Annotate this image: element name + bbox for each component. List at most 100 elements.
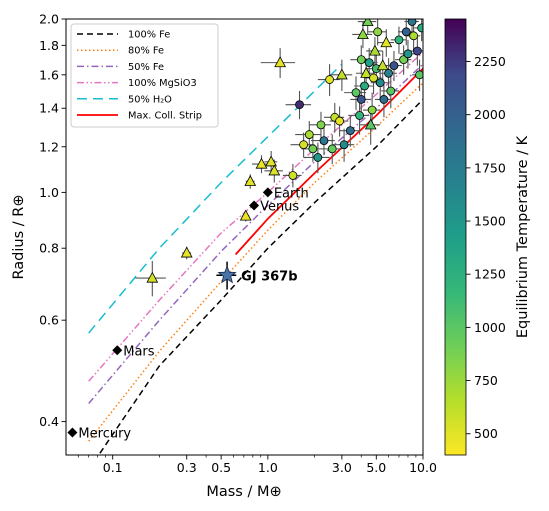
colorbar-tick-label-5: 1750 [474,160,506,175]
legend-label-0: 100% Fe [128,30,170,41]
data-point-37 [373,27,383,37]
data-point-8 [288,171,298,180]
curve-2 [88,63,423,404]
model-curves [88,51,423,455]
data-point-26 [356,55,366,65]
data-point-4 [255,157,268,169]
data-point-24 [355,111,364,120]
data-point-50 [409,31,419,41]
legend-label-5: Max. Coll. Strip [128,111,202,122]
data-point-11 [304,130,314,139]
data-point-41 [380,36,393,48]
data-point-9 [295,100,304,110]
x-axis-ticks: 0.1 0.3 0.5 1.0 3.0 5.0 10.0 [77,455,437,475]
data-point-2 [239,209,252,221]
data-point-47 [401,27,411,37]
x-tick-label-6: 10.0 [409,460,437,475]
data-point-39 [376,59,389,71]
x-tick-label-4: 3.0 [332,460,352,475]
colorbar: 500 750 1000 1250 1500 1750 2000 2250 [444,18,506,456]
legend-label-3: 100% MgSiO3 [128,78,197,89]
colorbar-gradient [444,18,467,456]
gj367b-label: GJ 367b [241,269,297,284]
y-tick-label-2: 0.8 [39,241,59,256]
data-point-19 [335,116,344,126]
data-point-15 [319,136,329,146]
planet-marker-mars [112,345,123,356]
planet-label-venus: Venus [260,199,299,214]
curve-0 [97,98,423,455]
gj367b-marker: GJ 367b [216,261,298,290]
data-point-33 [367,105,377,115]
legend-box [70,23,219,128]
data-point-52 [415,70,423,80]
legend: 100% Fe 80% Fe 50% Fe 100% MgSiO3 50% H₂O Max… [70,23,219,128]
data-point-23 [351,88,361,98]
x-tick-label-2: 0.5 [211,460,231,475]
colorbar-tick-label-4: 1500 [474,214,506,229]
data-point-43 [386,86,396,96]
data-point-53 [417,23,423,33]
data-point-42 [384,68,393,78]
data-point-3 [244,175,257,186]
exoplanet-points [146,19,423,283]
legend-label-4: 50% H₂O [128,94,172,105]
data-point-0 [146,271,159,283]
y-tick-label-4: 1.2 [39,139,59,154]
y-axis-ticks: 0.4 0.6 0.8 1.0 1.2 1.4 1.6 1.8 2.0 [39,12,66,429]
legend-label-2: 50% Fe [128,62,164,73]
data-point-49 [407,19,417,26]
data-point-44 [389,61,399,71]
x-axis-title: Mass / M⊕ [206,484,281,500]
x-tick-label-1: 0.3 [177,460,197,475]
colorbar-tick-label-1: 750 [474,373,498,388]
data-point-25 [356,95,366,104]
y-tick-label-7: 1.8 [39,38,59,53]
data-point-5 [265,155,278,167]
y-tick-label-6: 1.6 [39,67,59,82]
plot-frame [65,18,424,456]
x-tick-label-3: 1.0 [258,460,278,475]
planet-label-mars: Mars [123,344,155,359]
colorbar-title: Equilibrium Temperature / K [515,135,531,338]
planet-marker-venus [249,200,260,211]
planet-marker-mercury [67,427,78,438]
data-point-12 [308,144,318,154]
colorbar-tick-label-0: 500 [474,426,498,441]
data-point-29 [360,66,373,78]
y-axis-title: Radius / R⊕ [11,195,27,280]
gj367b-star-icon [217,265,237,284]
y-tick-label-3: 1.0 [39,185,59,200]
planet-label-mercury: Mercury [78,426,131,441]
data-point-7 [274,56,287,68]
planet-marker-earth [262,187,273,198]
x-tick-label-5: 5.0 [366,460,386,475]
x-tick-label-0: 0.1 [103,460,123,475]
data-point-45 [394,35,404,45]
data-point-28 [360,81,369,91]
curve-3 [88,51,423,382]
data-point-51 [412,46,422,56]
curve-4 [88,63,343,334]
data-point-16 [325,75,334,84]
data-point-32 [364,118,377,130]
data-point-30 [361,19,374,27]
legend-label-1: 80% Fe [128,46,164,57]
data-point-13 [313,153,323,162]
colorbar-tick-label-3: 1250 [474,267,506,282]
data-point-22 [345,126,355,136]
data-point-40 [379,95,389,104]
data-point-46 [399,55,409,65]
data-point-6 [268,164,281,176]
data-point-31 [364,58,374,68]
data-point-27 [357,28,369,40]
colorbar-tick-label-7: 2250 [474,54,506,69]
y-tick-label-0: 0.4 [39,414,59,429]
data-point-21 [339,140,349,150]
data-point-17 [327,144,337,154]
data-point-10 [299,140,309,150]
data-point-35 [369,44,381,56]
colorbar-tick-label-2: 1000 [474,320,506,335]
y-tick-label-1: 0.6 [39,313,59,328]
